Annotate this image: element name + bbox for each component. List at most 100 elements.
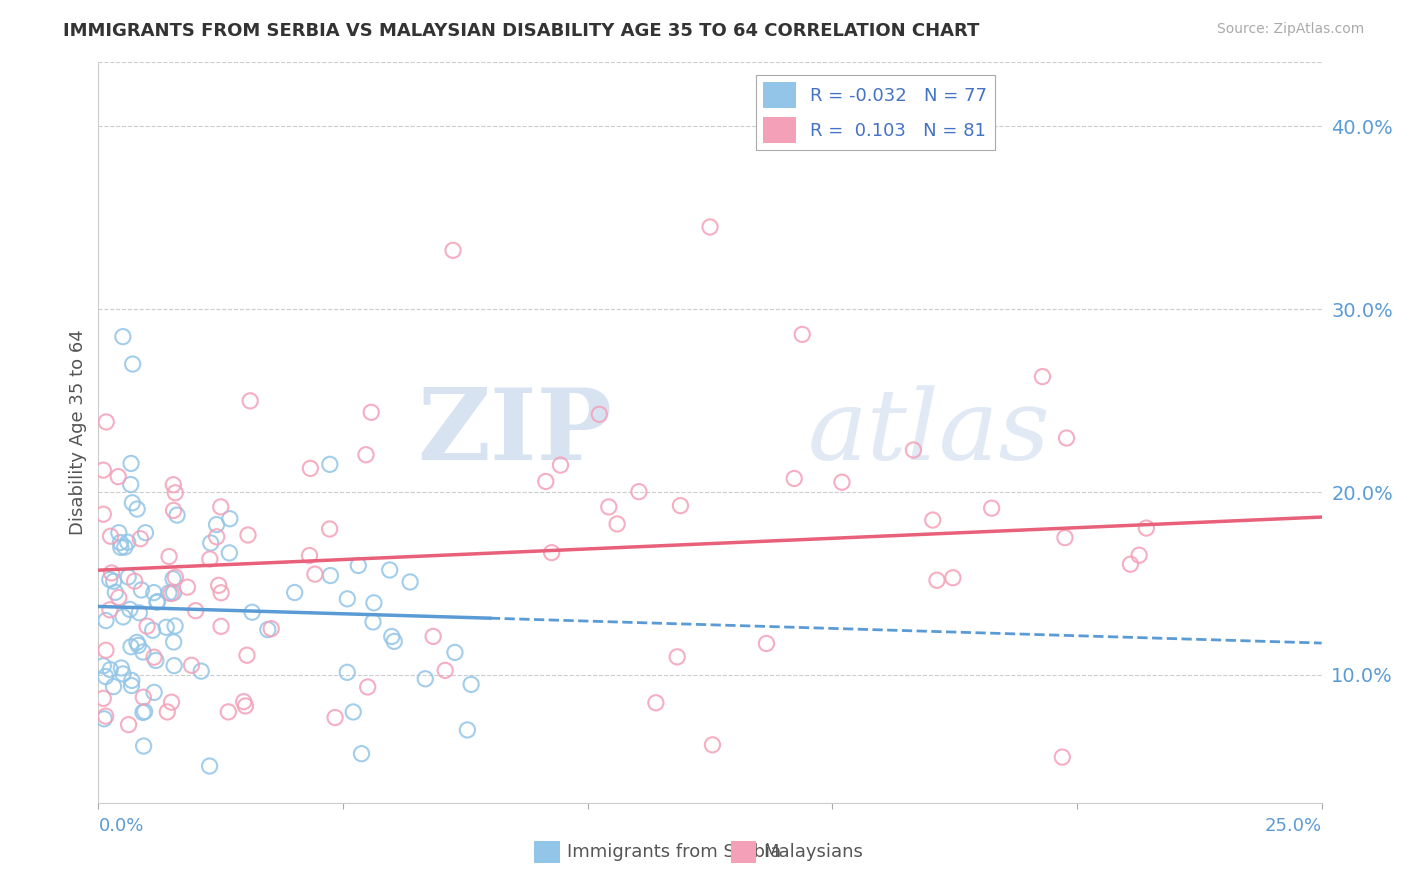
Point [456, 723, 478, 737]
Point [256, 623, 278, 637]
Point [190, 664, 212, 678]
Point [550, 458, 572, 472]
Text: 25.0%: 25.0% [1264, 817, 1322, 836]
Point [121, 357, 143, 371]
Point [884, 110, 907, 124]
Point [125, 635, 148, 649]
Point [94, 643, 117, 657]
Point [209, 500, 232, 514]
Point [91, 507, 114, 521]
Text: Source: ZipAtlas.com: Source: ZipAtlas.com [1216, 22, 1364, 37]
Point [1135, 521, 1157, 535]
Point [540, 546, 562, 560]
Point [142, 585, 165, 599]
Point [347, 558, 370, 573]
Point [336, 665, 359, 680]
Point [165, 570, 187, 584]
Point [399, 574, 422, 589]
Point [176, 580, 198, 594]
Point [441, 244, 464, 258]
Point [163, 635, 186, 649]
Point [127, 639, 149, 653]
Point [702, 738, 724, 752]
Point [921, 513, 943, 527]
Point [669, 499, 692, 513]
Point [217, 705, 239, 719]
Point [232, 695, 254, 709]
Point [104, 585, 127, 599]
Point [381, 630, 404, 644]
Text: IMMIGRANTS FROM SERBIA VS MALAYSIAN DISABILITY AGE 35 TO 64 CORRELATION CHART: IMMIGRANTS FROM SERBIA VS MALAYSIAN DISA… [63, 22, 980, 40]
Point [136, 619, 159, 633]
Point [143, 650, 166, 665]
Point [91, 691, 114, 706]
Point [260, 622, 283, 636]
Point [121, 496, 143, 510]
Point [200, 536, 222, 550]
Point [117, 570, 139, 584]
Point [240, 605, 263, 619]
Point [121, 679, 143, 693]
Point [209, 619, 232, 633]
Point [903, 442, 925, 457]
Point [124, 574, 146, 589]
Point [588, 407, 610, 421]
Point [142, 624, 165, 638]
Point [198, 759, 221, 773]
Point [1056, 431, 1078, 445]
Legend: R = -0.032   N = 77, R =  0.103   N = 81: R = -0.032 N = 77, R = 0.103 N = 81 [756, 75, 994, 150]
Point [239, 393, 262, 408]
Point [96, 415, 118, 429]
Point [361, 615, 384, 629]
Point [98, 663, 121, 677]
Point [110, 535, 132, 549]
Point [103, 680, 125, 694]
Point [363, 596, 385, 610]
Point [110, 541, 132, 555]
Point [184, 604, 207, 618]
Point [1052, 750, 1074, 764]
Point [100, 529, 122, 543]
Point [319, 568, 342, 582]
Point [112, 666, 135, 681]
Point [162, 572, 184, 586]
Point [180, 658, 202, 673]
Point [100, 566, 122, 580]
Text: Immigrants from Serbia: Immigrants from Serbia [567, 843, 780, 862]
Point [94, 614, 117, 628]
Point [108, 525, 131, 540]
Point [160, 695, 183, 709]
Point [205, 530, 228, 544]
Point [128, 606, 150, 620]
Point [162, 503, 184, 517]
Point [117, 717, 139, 731]
Point [121, 673, 143, 688]
Point [94, 709, 117, 723]
Point [134, 705, 156, 719]
Point [198, 552, 221, 566]
Point [218, 512, 240, 526]
Point [93, 712, 115, 726]
Point [157, 549, 180, 564]
Point [91, 463, 114, 477]
Point [831, 475, 853, 490]
Point [1128, 548, 1150, 562]
Point [413, 672, 436, 686]
Point [304, 567, 326, 582]
Point [114, 540, 136, 554]
Point [235, 698, 257, 713]
Point [598, 500, 620, 514]
Point [236, 528, 259, 542]
Point [91, 658, 114, 673]
Point [298, 549, 321, 563]
Point [162, 477, 184, 491]
Point [132, 739, 155, 753]
Point [205, 517, 228, 532]
Point [644, 696, 666, 710]
Point [699, 219, 721, 234]
Point [118, 602, 141, 616]
Point [382, 634, 405, 648]
Point [925, 574, 948, 588]
Point [350, 747, 373, 761]
Point [132, 690, 155, 705]
